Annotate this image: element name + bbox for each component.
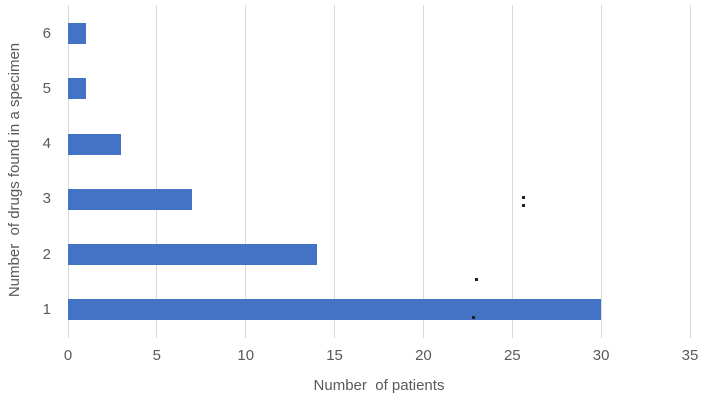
bar-category-1 <box>68 299 602 321</box>
x-tick-label-5: 5 <box>152 347 162 364</box>
artifact-dot-1 <box>522 196 525 199</box>
gridline-x-0 <box>67 5 69 338</box>
gridline-x-20 <box>422 5 424 338</box>
y-tick-label-3: 3 <box>42 190 51 208</box>
bar-category-4 <box>68 133 122 155</box>
y-axis-title: Number of drugs found in a specimen <box>6 42 23 298</box>
artifact-dot-2 <box>522 204 525 207</box>
y-tick-label-4: 4 <box>42 135 51 153</box>
y-tick-label-5: 5 <box>42 79 51 97</box>
gridline-x-35 <box>689 5 691 338</box>
x-tick-label-0: 0 <box>63 347 73 364</box>
y-tick-label-6: 6 <box>42 24 51 42</box>
gridline-x-10 <box>245 5 247 338</box>
bar-category-5 <box>68 78 86 100</box>
x-tick-label-20: 20 <box>415 347 432 364</box>
x-tick-label-10: 10 <box>237 347 255 364</box>
bar-category-6 <box>68 23 86 45</box>
x-axis-title: Number of patients <box>313 377 445 394</box>
x-tick-label-25: 25 <box>503 347 521 364</box>
gridline-x-5 <box>156 5 158 338</box>
gridline-x-30 <box>600 5 602 338</box>
x-tick-label-30: 30 <box>592 347 610 364</box>
bar-category-3 <box>68 188 193 210</box>
artifact-dot-3 <box>475 278 478 281</box>
y-tick-label-1: 1 <box>42 300 51 318</box>
artifact-dot-4 <box>472 316 475 319</box>
x-tick-label-15: 15 <box>326 347 343 364</box>
bar-category-2 <box>68 244 317 266</box>
gridline-x-15 <box>334 5 336 338</box>
gridline-x-25 <box>511 5 513 338</box>
y-tick-label-2: 2 <box>42 245 51 263</box>
x-tick-label-35: 35 <box>681 347 699 364</box>
